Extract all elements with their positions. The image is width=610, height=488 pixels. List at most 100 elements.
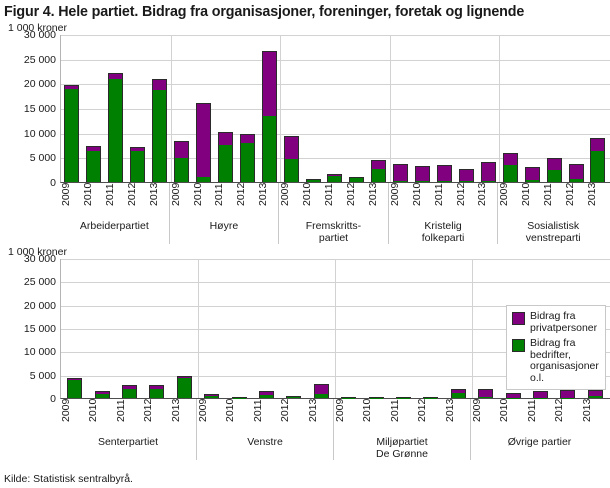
stacked-bar[interactable]	[64, 85, 80, 182]
bar-cell[interactable]	[171, 35, 193, 182]
stacked-bar[interactable]	[415, 166, 431, 182]
bar-cell[interactable]	[193, 35, 215, 182]
bar-cell[interactable]	[308, 259, 335, 398]
bar-cell[interactable]	[324, 35, 346, 182]
bar-cell[interactable]	[554, 259, 581, 398]
stacked-bar[interactable]	[546, 157, 562, 182]
bar-cell[interactable]	[198, 259, 225, 398]
bar-cell[interactable]	[565, 35, 587, 182]
bar-cell[interactable]	[105, 35, 127, 182]
stacked-bar[interactable]	[480, 162, 496, 182]
stacked-bar[interactable]	[371, 160, 387, 182]
stacked-bar[interactable]	[450, 389, 466, 398]
stacked-bar[interactable]	[258, 391, 274, 398]
bar-cell[interactable]	[587, 35, 609, 182]
x-axis-group-label: Høyre	[209, 220, 239, 232]
bar-cell[interactable]	[253, 259, 280, 398]
stacked-bar[interactable]	[67, 378, 83, 398]
bar-cell[interactable]	[499, 259, 526, 398]
stacked-bar[interactable]	[313, 383, 329, 398]
stacked-bar[interactable]	[305, 179, 321, 182]
bar-cell[interactable]	[472, 259, 499, 398]
stacked-bar[interactable]	[130, 146, 146, 182]
bar-segment-privatpersoner	[122, 386, 136, 390]
stacked-bar[interactable]	[86, 146, 102, 182]
bar-cell[interactable]	[280, 259, 307, 398]
stacked-bar[interactable]	[195, 103, 211, 182]
stacked-bar[interactable]	[505, 392, 521, 398]
stacked-bar[interactable]	[478, 389, 494, 398]
bar-cell[interactable]	[346, 35, 368, 182]
bar-cell[interactable]	[61, 35, 83, 182]
bar-cell[interactable]	[214, 35, 236, 182]
bar-cell[interactable]	[477, 35, 499, 182]
bar-cell[interactable]	[434, 35, 456, 182]
bar-cell[interactable]	[521, 35, 543, 182]
bar-cell[interactable]	[335, 259, 362, 398]
stacked-bar[interactable]	[502, 152, 518, 182]
legend-item[interactable]: Bidrag fra bedrifter, organisasjoner o.l…	[512, 337, 599, 384]
bar-cell[interactable]	[61, 259, 88, 398]
bar-cell[interactable]	[412, 35, 434, 182]
stacked-bar[interactable]	[524, 166, 540, 182]
stacked-bar[interactable]	[176, 375, 192, 398]
bar-cell[interactable]	[390, 259, 417, 398]
stacked-bar[interactable]	[590, 138, 606, 182]
stacked-bar[interactable]	[395, 396, 411, 398]
legend-item[interactable]: Bidrag fra privatpersoner	[512, 310, 599, 334]
bar-cell[interactable]	[456, 35, 478, 182]
bar-cell[interactable]	[368, 35, 390, 182]
stacked-bar[interactable]	[121, 385, 137, 398]
stacked-bar[interactable]	[94, 391, 110, 398]
stacked-bar[interactable]	[174, 140, 190, 182]
bar-cell[interactable]	[390, 35, 412, 182]
x-tick-year: 2012	[564, 183, 577, 207]
bar-cell[interactable]	[362, 259, 389, 398]
bar-cell[interactable]	[499, 35, 521, 182]
bar-cell[interactable]	[417, 259, 444, 398]
stacked-bar[interactable]	[587, 389, 603, 398]
stacked-bar[interactable]	[393, 164, 409, 182]
stacked-bar[interactable]	[152, 79, 168, 182]
stacked-bar[interactable]	[261, 50, 277, 182]
stacked-bar[interactable]	[239, 134, 255, 182]
stacked-bar[interactable]	[368, 396, 384, 398]
stacked-bar[interactable]	[286, 395, 302, 398]
bar-cell[interactable]	[116, 259, 143, 398]
bar-cell[interactable]	[225, 259, 252, 398]
x-tick-year: 2013	[366, 183, 379, 207]
bar-cell[interactable]	[83, 35, 105, 182]
bar-cell[interactable]	[236, 35, 258, 182]
stacked-bar[interactable]	[204, 393, 220, 398]
bar-cell[interactable]	[582, 259, 609, 398]
bar-cell[interactable]	[302, 35, 324, 182]
bar-cell[interactable]	[445, 259, 472, 398]
bar-cell[interactable]	[527, 259, 554, 398]
bar-cell[interactable]	[149, 35, 171, 182]
bar-cell[interactable]	[258, 35, 280, 182]
stacked-bar[interactable]	[149, 385, 165, 398]
stacked-bar[interactable]	[532, 391, 548, 398]
x-axis-group-label: Fremskritts-partiet	[305, 220, 362, 244]
stacked-bar[interactable]	[231, 396, 247, 398]
bar-cell[interactable]	[127, 35, 149, 182]
bar-cell[interactable]	[143, 259, 170, 398]
y-tick-label: 0	[50, 392, 56, 405]
stacked-bar[interactable]	[423, 396, 439, 398]
stacked-bar[interactable]	[283, 136, 299, 182]
stacked-bar[interactable]	[341, 396, 357, 398]
stacked-bar[interactable]	[349, 176, 365, 182]
stacked-bar[interactable]	[108, 73, 124, 182]
bar-segment-bedrifter	[262, 115, 276, 182]
bar-cell[interactable]	[280, 35, 302, 182]
stacked-bar[interactable]	[568, 164, 584, 182]
bar-cell[interactable]	[543, 35, 565, 182]
bar-cell[interactable]	[88, 259, 115, 398]
stacked-bar[interactable]	[327, 174, 343, 182]
stacked-bar[interactable]	[437, 164, 453, 182]
bar-cell[interactable]	[171, 259, 198, 398]
stacked-bar[interactable]	[458, 169, 474, 182]
x-tick-year: 2011	[432, 183, 445, 206]
stacked-bar[interactable]	[217, 132, 233, 182]
stacked-bar[interactable]	[560, 390, 576, 398]
